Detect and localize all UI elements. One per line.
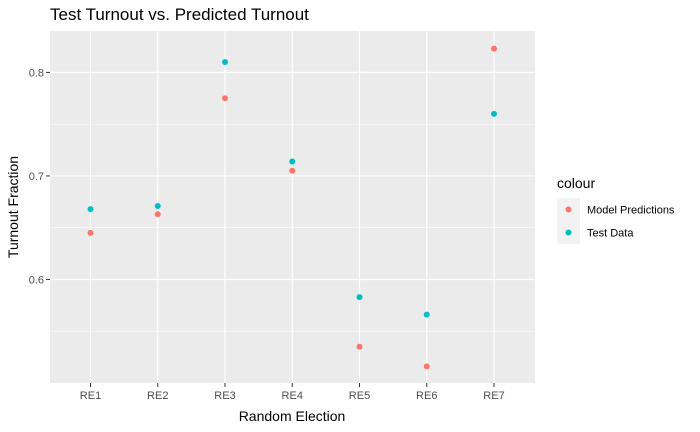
legend-label: Test Data: [587, 228, 634, 240]
x-tick-label: RE5: [349, 390, 370, 402]
x-tick-label: RE3: [214, 390, 235, 402]
data-points: [87, 45, 497, 370]
data-point: [423, 311, 430, 318]
y-tick-label: 0.7: [29, 171, 44, 183]
data-point: [491, 110, 497, 117]
x-tick-label: RE4: [282, 390, 303, 402]
data-point: [154, 202, 161, 209]
legend: colour Model Predictions Test Data: [557, 175, 675, 244]
x-tick-label: RE7: [483, 390, 504, 402]
data-point: [423, 363, 430, 370]
legend-key-point: [565, 229, 572, 236]
x-tick-label: RE2: [147, 390, 168, 402]
legend-key-point: [565, 206, 572, 213]
data-point: [154, 211, 161, 218]
y-axis-title: Turnout Fraction: [5, 156, 21, 258]
data-point: [222, 59, 228, 66]
chart-title: Test Turnout vs. Predicted Turnout: [50, 5, 309, 24]
x-tick-label: RE1: [80, 390, 101, 402]
data-point: [356, 294, 363, 301]
data-point: [491, 45, 497, 52]
y-tick-label: 0.8: [29, 67, 44, 79]
x-axis-ticks: RE1 RE2 RE3 RE4 RE5 RE6 RE7: [80, 383, 505, 402]
data-point: [289, 167, 296, 174]
data-point: [222, 95, 228, 102]
x-axis-title: Random Election: [239, 408, 346, 424]
y-tick-label: 0.6: [29, 274, 44, 286]
data-point: [87, 229, 94, 236]
major-gridlines: [50, 31, 535, 383]
data-point: [356, 343, 363, 350]
legend-label: Model Predictions: [587, 205, 675, 217]
legend-keys: Model Predictions Test Data: [557, 198, 675, 244]
y-axis-ticks: 0.6 0.7 0.8: [29, 67, 50, 286]
legend-title: colour: [557, 175, 595, 191]
x-tick-label: RE6: [416, 390, 437, 402]
data-point: [289, 158, 296, 165]
data-point: [87, 206, 94, 213]
